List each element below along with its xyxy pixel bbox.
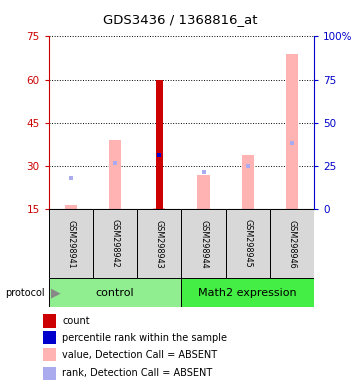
Bar	[181, 278, 314, 307]
Bar	[286, 54, 298, 209]
Text: GSM298942: GSM298942	[110, 220, 119, 268]
Bar	[109, 140, 121, 209]
Bar	[43, 331, 56, 344]
Bar	[156, 80, 163, 209]
Text: GSM298946: GSM298946	[287, 220, 296, 268]
Bar	[43, 348, 56, 361]
Bar	[226, 209, 270, 278]
Text: GSM298941: GSM298941	[66, 220, 75, 268]
Bar	[153, 208, 165, 209]
Text: value, Detection Call = ABSENT: value, Detection Call = ABSENT	[62, 350, 217, 360]
Bar	[197, 175, 210, 209]
Bar	[270, 209, 314, 278]
Text: GSM298945: GSM298945	[243, 220, 252, 268]
Text: GSM298944: GSM298944	[199, 220, 208, 268]
Bar	[65, 205, 77, 209]
Bar	[181, 209, 226, 278]
Bar	[242, 155, 254, 209]
Text: GDS3436 / 1368816_at: GDS3436 / 1368816_at	[103, 13, 258, 26]
Bar	[49, 278, 181, 307]
Text: ▶: ▶	[51, 286, 60, 299]
Bar	[43, 367, 56, 380]
Bar	[49, 209, 93, 278]
Bar	[137, 209, 182, 278]
Text: rank, Detection Call = ABSENT: rank, Detection Call = ABSENT	[62, 368, 213, 378]
Text: Math2 expression: Math2 expression	[199, 288, 297, 298]
Text: control: control	[96, 288, 134, 298]
Text: GSM298943: GSM298943	[155, 220, 164, 268]
Bar	[43, 314, 56, 328]
Text: count: count	[62, 316, 90, 326]
Text: percentile rank within the sample: percentile rank within the sample	[62, 333, 227, 343]
Text: protocol: protocol	[5, 288, 45, 298]
Bar	[93, 209, 137, 278]
